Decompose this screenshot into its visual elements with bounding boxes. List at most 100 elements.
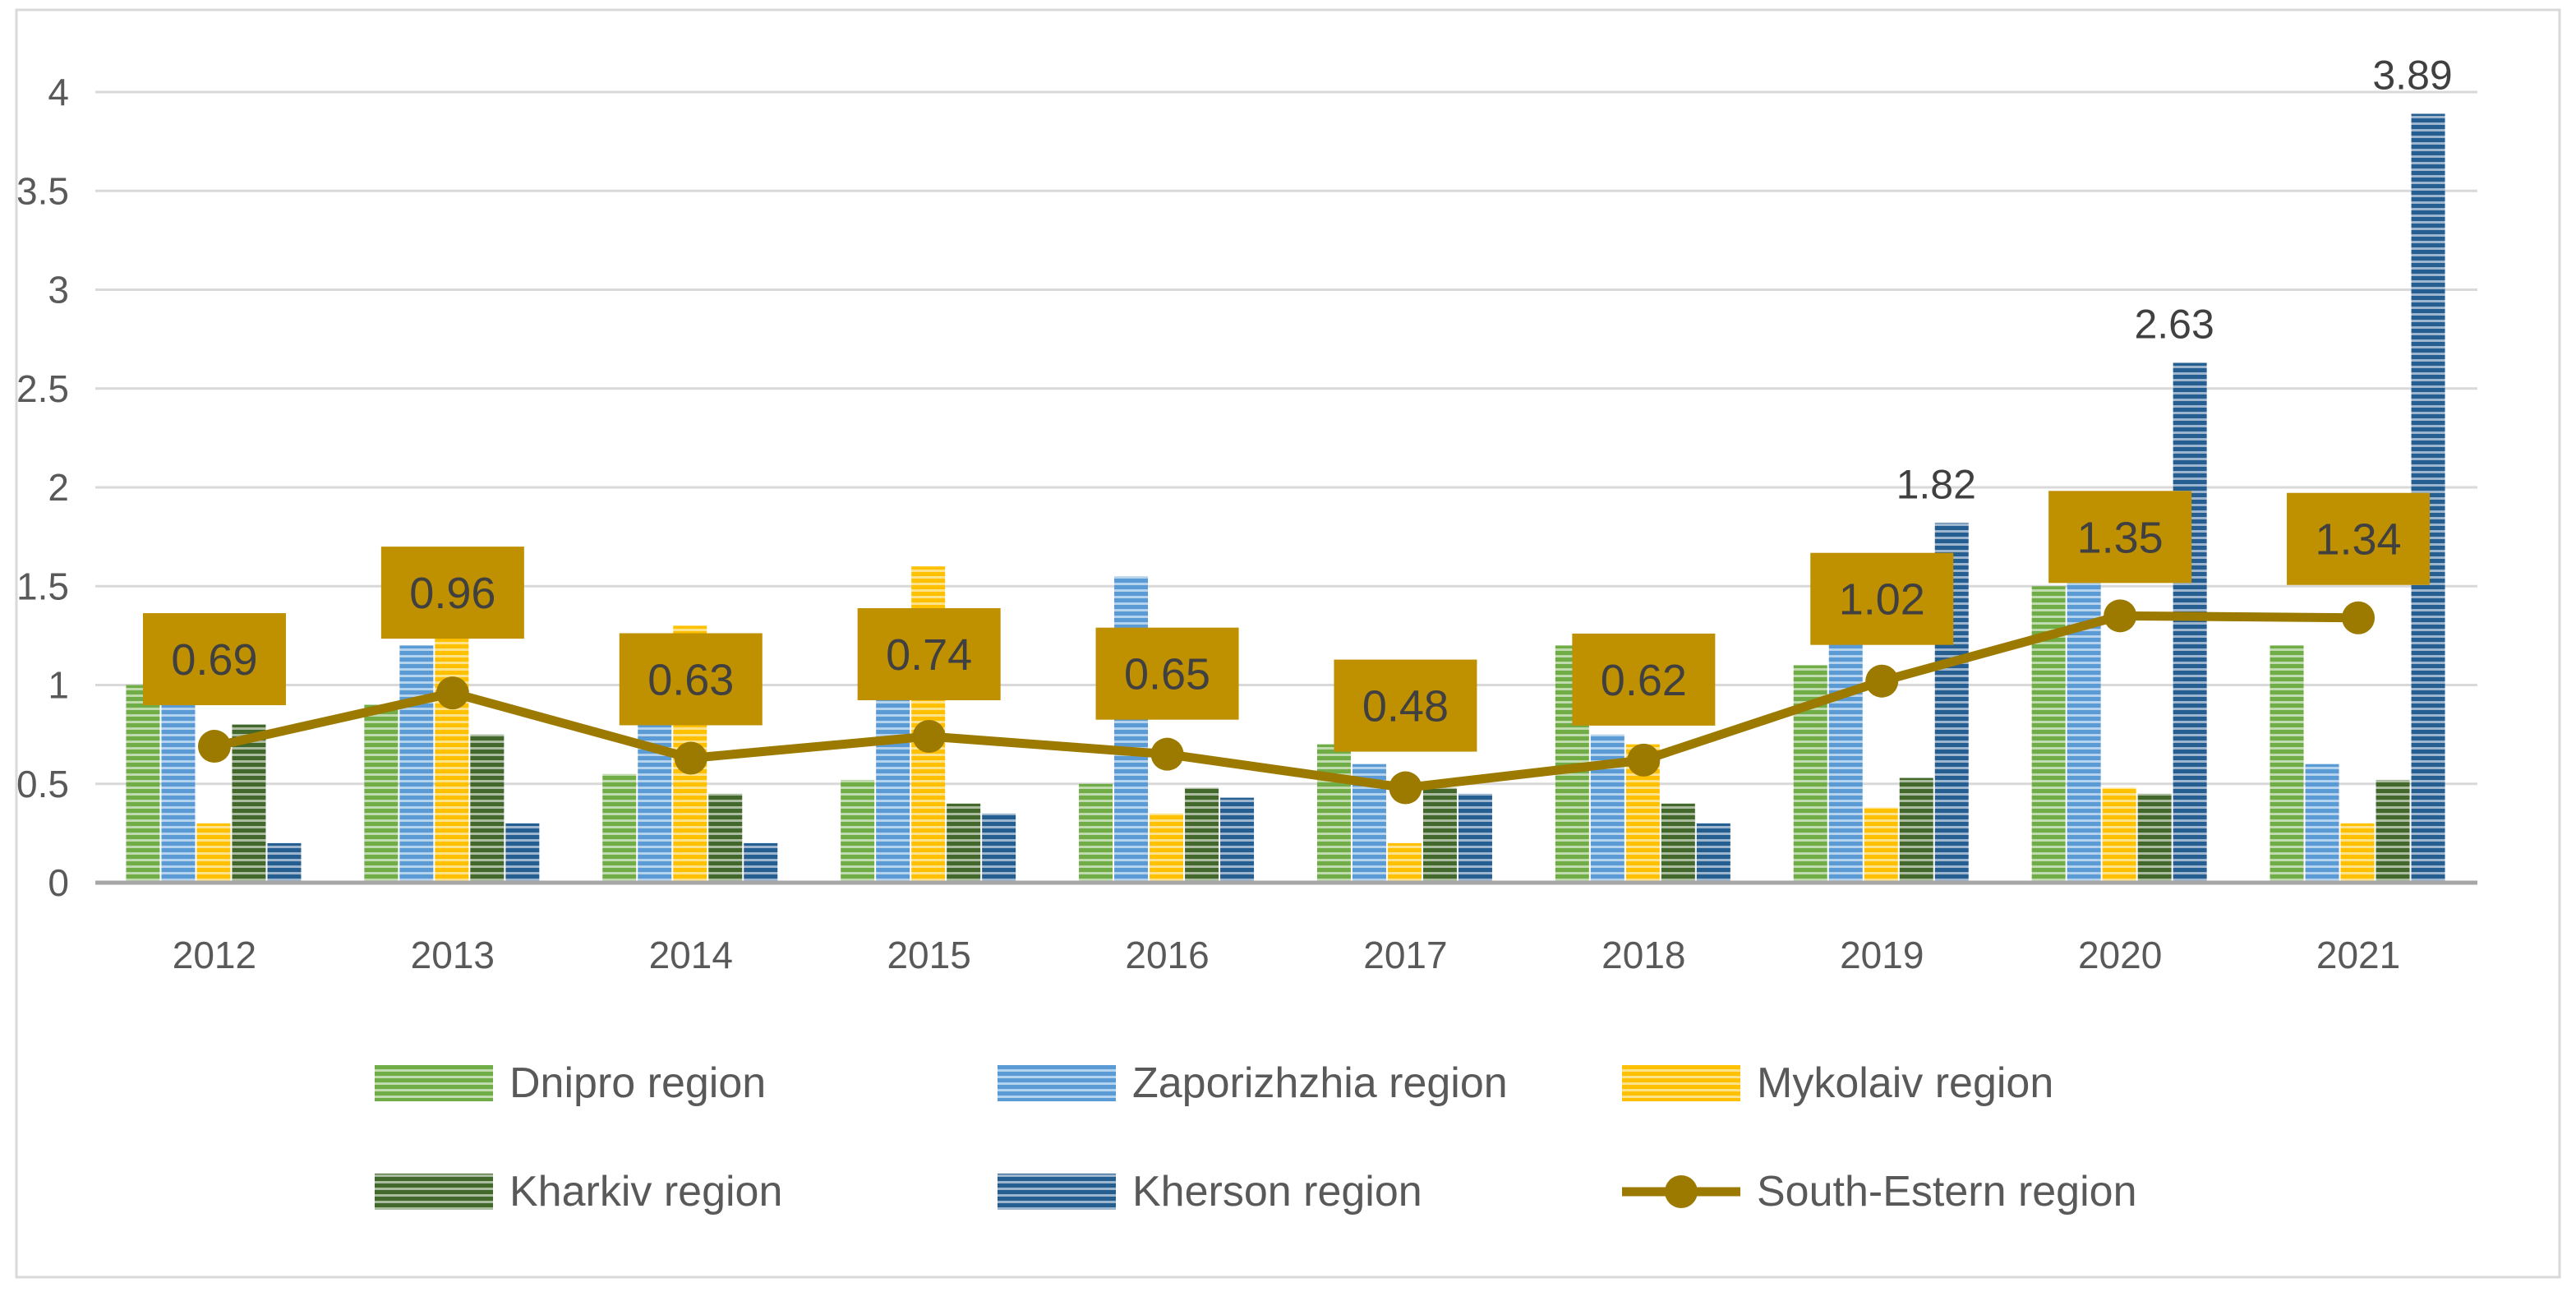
south-estern-line [197,599,2376,805]
legend-item-kherson: Kherson region [998,1168,1422,1216]
data-label-text: 0.74 [886,630,972,680]
data-label-box [1810,552,1954,645]
bar-dnipro-2012 [126,685,160,883]
south-estern-data-label: 0.63 [619,633,763,726]
x-tick-label: 2020 [2078,934,2162,976]
data-label-text: 0.48 [1362,682,1449,731]
bar-mykolaiv-2021 [2340,823,2375,883]
x-axis-ticks: 2012 2013 2014 2015 2016 2017 2018 2019 2020 2021 [173,934,2400,976]
south-estern-data-label: 0.69 [142,613,286,706]
bar-zaporizhzhia-2018 [1590,734,1624,883]
x-tick-label: 2017 [1363,934,1447,976]
data-label-box [142,613,286,706]
bar-mykolaiv-2019 [1864,807,1898,883]
bar-kherson-2016 [1220,797,1255,883]
x-tick-label: 2012 [173,934,256,976]
data-label-text: 1.34 [2315,515,2401,565]
legend-marker [1665,1175,1698,1208]
bar-zaporizhzhia-2021 [2305,764,2339,883]
y-tick-label: 1 [48,664,69,707]
legend-item-south_estern: South-Estern region [1622,1168,2137,1216]
x-tick-label: 2018 [1601,934,1685,976]
legend-item-dnipro: Dnipro region [375,1059,766,1107]
data-labels: 1.82 2.63 3.89 0.69 0.96 0.63 0.74 0.65 0.48 0.62… [142,52,2453,752]
bar-kherson-2018 [1696,823,1730,883]
legend-swatch [1622,1065,1740,1101]
y-tick-label: 1.5 [16,565,69,607]
south-estern-data-label: 0.74 [857,608,1001,701]
legend-swatch [375,1065,493,1101]
south-estern-data-label: 0.65 [1095,627,1239,720]
bar-kherson-2014 [744,842,778,883]
data-label-box [380,547,524,639]
bar-kherson-2017 [1458,793,1492,883]
data-label-text: 0.62 [1601,656,1687,705]
south-estern-point-2020 [2104,599,2137,633]
x-tick-label: 2021 [2316,934,2400,976]
x-tick-label: 2016 [1125,934,1209,976]
south-estern-point-2018 [1627,743,1661,777]
data-label-box [2048,491,2192,584]
south-estern-data-label: 1.34 [2287,492,2431,585]
south-estern-point-2014 [674,741,707,775]
south-estern-point-2016 [1150,737,1184,771]
y-tick-label: 2.5 [16,367,69,410]
y-tick-label: 3 [48,269,69,311]
bar-zaporizhzhia-2013 [399,645,434,883]
y-tick-label: 2 [48,466,69,509]
data-label-box [1572,633,1716,726]
south-estern-data-label: 1.02 [1810,552,1954,645]
bar-kharkiv-2019 [1899,777,1933,883]
south-estern-point-2017 [1389,771,1422,805]
south-estern-point-2015 [912,720,946,754]
data-label-box [857,608,1001,701]
y-tick-label: 3.5 [16,169,69,212]
south-estern-line-path [213,611,2359,793]
legend-item-mykolaiv: Mykolaiv region [1622,1059,2053,1107]
south-estern-point-2021 [2342,601,2376,634]
bar-zaporizhzhia-2019 [1828,635,1863,883]
south-estern-point-2013 [435,676,469,710]
bar-kharkiv-2013 [470,734,505,883]
bar-kherson-2013 [505,823,540,883]
south-estern-point-2012 [197,730,231,764]
south-estern-data-label: 1.35 [2048,491,2192,584]
bar-mykolaiv-2013 [435,625,469,883]
bar-mykolaiv-2016 [1150,813,1184,883]
bar-kherson-2015 [982,813,1016,883]
bar-mykolaiv-2012 [196,823,231,883]
bar-kharkiv-2018 [1661,803,1695,883]
x-tick-label: 2013 [411,934,495,976]
x-tick-label: 2015 [887,934,970,976]
bar-kharkiv-2012 [232,724,266,883]
bar-kherson-2020 [2173,362,2207,883]
data-label-text: 0.96 [409,569,495,618]
legend-swatch [375,1174,493,1210]
bar-mykolaiv-2020 [2102,787,2136,883]
x-tick-label: 2014 [649,934,733,976]
south-estern-data-label: 0.96 [380,547,524,639]
data-label-text: 0.69 [171,635,257,685]
legend-item-kharkiv: Kharkiv region [375,1168,782,1216]
bar-kherson-2012 [267,842,302,883]
bar-dnipro-2014 [602,773,637,883]
bar-dnipro-2016 [1079,783,1113,883]
bar-zaporizhzhia-2020 [2067,566,2101,883]
legend-label: Zaporizhzhia region [1132,1059,1508,1107]
data-label-text: 1.35 [2077,513,2164,562]
y-tick-label: 0.5 [16,763,69,805]
legend: Dnipro region Zaporizhzhia region Mykolaiv… [375,1059,2137,1216]
bar-kharkiv-2017 [1422,787,1457,883]
south-estern-data-label: 0.62 [1572,633,1716,726]
kherson-data-label: 3.89 [2372,52,2452,98]
legend-label: Mykolaiv region [1757,1059,2053,1107]
bar-dnipro-2017 [1316,744,1351,883]
bar-kharkiv-2016 [1185,787,1219,883]
bar-kharkiv-2021 [2376,779,2410,883]
y-tick-label: 0 [48,861,69,904]
bar-kharkiv-2014 [708,793,743,883]
bar-dnipro-2015 [841,779,875,883]
legend-label: Dnipro region [509,1059,766,1107]
